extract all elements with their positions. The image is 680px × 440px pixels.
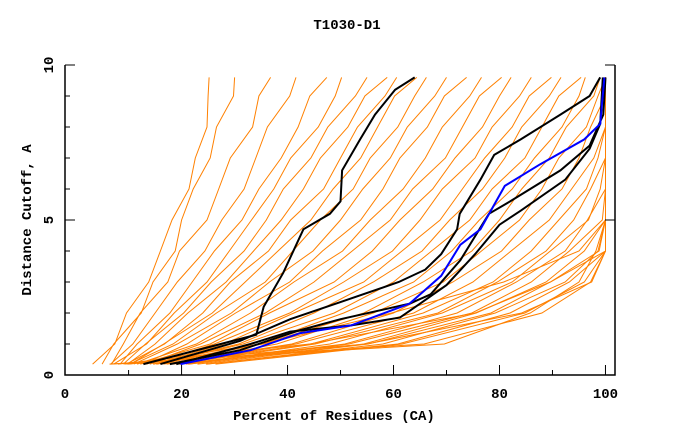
highlight-curve-black — [160, 76, 602, 366]
y-tick-label: 0 — [42, 371, 58, 379]
model-curve — [149, 77, 532, 365]
model-curve — [113, 77, 343, 365]
model-curve — [160, 77, 601, 365]
y-tick-label: 5 — [42, 216, 58, 224]
highlight-curve-blue — [180, 77, 606, 366]
model-curve — [130, 77, 418, 365]
x-tick-label: 100 — [593, 387, 618, 403]
x-tick-label: 60 — [385, 387, 402, 403]
x-tick-label: 20 — [173, 387, 190, 403]
highlight-curve-black — [176, 77, 604, 366]
x-axis-label: Percent of Residues (CA) — [233, 409, 435, 425]
x-tick-label: 0 — [61, 387, 69, 403]
model-curve — [122, 77, 368, 365]
model-curve — [127, 77, 388, 365]
model-curve — [152, 77, 562, 365]
model-curve — [156, 77, 586, 365]
highlight-curve-black — [169, 77, 607, 366]
model-curve — [111, 77, 272, 365]
y-tick-label: 10 — [42, 57, 58, 74]
model-curve — [143, 77, 467, 365]
model-curve — [157, 77, 582, 365]
model-curve — [136, 77, 482, 365]
axes: 0 20 40 60 80 100 0 5 10 — [42, 57, 618, 403]
model-curve — [133, 77, 447, 365]
y-axis-label: Distance Cutoff, A — [20, 144, 36, 296]
model-curve — [166, 77, 606, 365]
series-group — [92, 76, 607, 366]
x-tick-label: 80 — [491, 387, 508, 403]
x-tick-label: 40 — [279, 387, 296, 403]
model-curve — [169, 77, 606, 365]
model-curve — [101, 77, 236, 365]
model-curve — [215, 77, 606, 365]
model-curve — [119, 77, 328, 365]
highlight-curve-black — [143, 76, 416, 366]
model-curve — [126, 77, 398, 365]
model-curve — [153, 77, 552, 365]
model-curve — [140, 77, 512, 365]
model-curve — [110, 77, 297, 365]
model-curve — [92, 77, 210, 365]
chart-title: T1030-D1 — [313, 18, 380, 34]
model-curve — [146, 77, 502, 365]
